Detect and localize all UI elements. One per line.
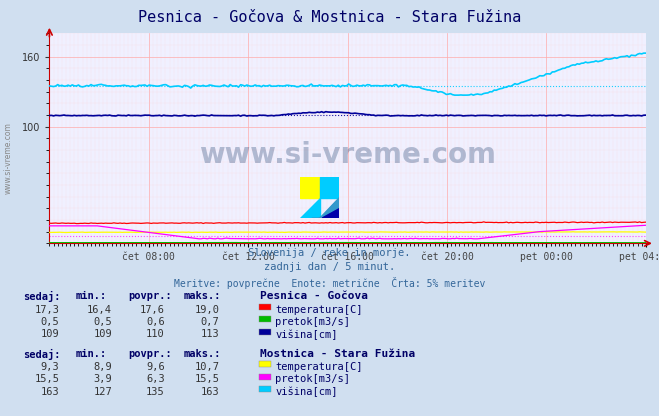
Text: Pesnica - Gočova: Pesnica - Gočova	[260, 291, 368, 301]
Text: 16,4: 16,4	[87, 305, 112, 314]
Text: 127: 127	[94, 387, 112, 397]
Text: min.:: min.:	[76, 349, 107, 359]
Text: temperatura[C]: temperatura[C]	[275, 305, 363, 314]
Text: 109: 109	[41, 329, 59, 339]
Text: povpr.:: povpr.:	[129, 349, 172, 359]
Polygon shape	[320, 198, 339, 218]
Text: temperatura[C]: temperatura[C]	[275, 362, 363, 372]
Text: Meritve: povprečne  Enote: metrične  Črta: 5% meritev: Meritve: povprečne Enote: metrične Črta:…	[174, 277, 485, 289]
Text: www.si-vreme.com: www.si-vreme.com	[199, 141, 496, 169]
Text: 6,3: 6,3	[146, 374, 165, 384]
Text: 15,5: 15,5	[34, 374, 59, 384]
Text: 0,5: 0,5	[41, 317, 59, 327]
Text: 0,7: 0,7	[201, 317, 219, 327]
Text: 109: 109	[94, 329, 112, 339]
Text: 0,6: 0,6	[146, 317, 165, 327]
Text: Slovenija / reke in morje.: Slovenija / reke in morje.	[248, 248, 411, 258]
Text: www.si-vreme.com: www.si-vreme.com	[4, 122, 13, 194]
Text: pretok[m3/s]: pretok[m3/s]	[275, 374, 351, 384]
Bar	[300, 177, 320, 198]
Text: sedaj:: sedaj:	[23, 349, 61, 360]
Text: pretok[m3/s]: pretok[m3/s]	[275, 317, 351, 327]
Text: 113: 113	[201, 329, 219, 339]
Text: 17,6: 17,6	[140, 305, 165, 314]
Polygon shape	[312, 198, 339, 218]
Text: 135: 135	[146, 387, 165, 397]
Text: višina[cm]: višina[cm]	[275, 387, 338, 397]
Text: sedaj:: sedaj:	[23, 291, 61, 302]
Text: 8,9: 8,9	[94, 362, 112, 372]
Text: 10,7: 10,7	[194, 362, 219, 372]
Text: 3,9: 3,9	[94, 374, 112, 384]
Text: 9,6: 9,6	[146, 362, 165, 372]
Text: 17,3: 17,3	[34, 305, 59, 314]
Text: 163: 163	[41, 387, 59, 397]
Text: maks.:: maks.:	[183, 291, 221, 301]
Polygon shape	[300, 198, 320, 218]
Text: povpr.:: povpr.:	[129, 291, 172, 301]
Text: Mostnica - Stara Fužina: Mostnica - Stara Fužina	[260, 349, 416, 359]
Text: 19,0: 19,0	[194, 305, 219, 314]
Text: min.:: min.:	[76, 291, 107, 301]
Text: zadnji dan / 5 minut.: zadnji dan / 5 minut.	[264, 262, 395, 272]
Text: 0,5: 0,5	[94, 317, 112, 327]
Text: višina[cm]: višina[cm]	[275, 329, 338, 340]
Text: maks.:: maks.:	[183, 349, 221, 359]
Text: 163: 163	[201, 387, 219, 397]
Text: 9,3: 9,3	[41, 362, 59, 372]
Text: Pesnica - Gočova & Mostnica - Stara Fužina: Pesnica - Gočova & Mostnica - Stara Fuži…	[138, 10, 521, 25]
Bar	[320, 177, 339, 198]
Text: 110: 110	[146, 329, 165, 339]
Text: 15,5: 15,5	[194, 374, 219, 384]
